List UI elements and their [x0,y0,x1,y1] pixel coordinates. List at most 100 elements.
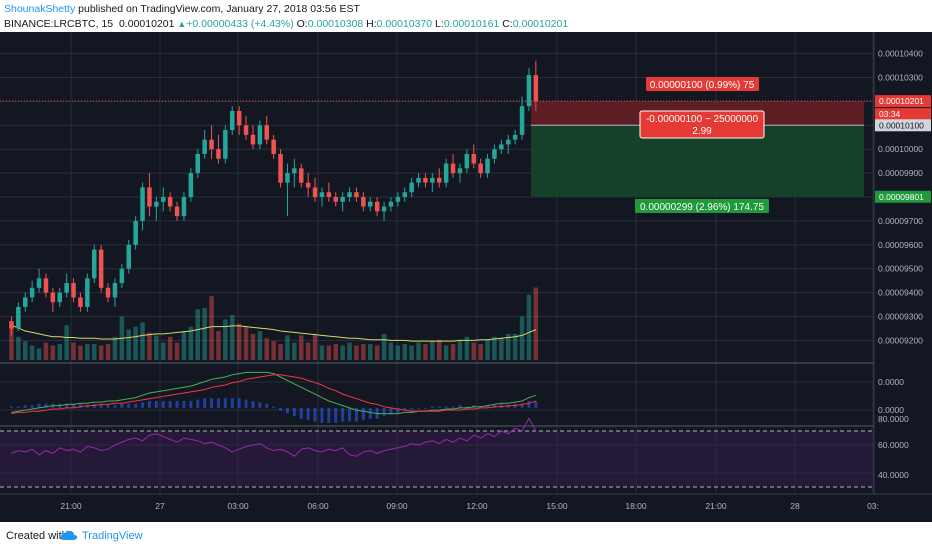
stop-label: 0.00000299 (2.96%) 174.75 [635,199,769,213]
volume-bar [161,342,166,360]
volume-bars [9,287,539,360]
macd-histogram-bar [120,403,124,408]
target-label-text: 0.00000100 (0.99%) 75 [650,80,755,91]
price-change: +0.00000433 (+4.43%) [186,18,294,30]
candle-body [347,192,352,197]
time-axis-label: 28 [790,501,800,511]
candle-body [71,283,76,298]
volume-bar [319,345,325,360]
countdown-tag-bg [875,108,931,121]
volume-bar [202,307,207,360]
volume-bar [250,333,256,360]
volume-bar [230,315,235,360]
author-link[interactable]: ShounakShetty [4,3,76,15]
volume-bar [257,331,263,360]
chart-canvas[interactable]: 0.00000100 (0.99%) 75 -0.00000100 ~ 2500… [0,32,932,522]
volume-bar [326,345,332,360]
candle-body [416,177,421,183]
volume-bar [292,342,297,360]
candle-body [29,287,35,298]
volume-bar [147,332,152,360]
macd-histogram-bar [189,401,193,408]
candle-body [492,149,497,159]
volume-bar [361,344,366,360]
price-axis-label: 0.00009400 [878,288,923,298]
time-axis-label: 21:00 [705,501,727,511]
time-axis[interactable] [0,494,932,522]
candle-body [126,244,131,269]
candle-body [23,297,28,307]
stop-price-tag-bg [875,190,931,203]
stop-price-tag-text: 0.00009801 [879,192,924,202]
price-axis-label: 0.00009500 [878,264,923,274]
macd-histogram-bar [168,401,172,408]
price-tags: 0.00010201 03:340.00010100 0.00009801 [875,95,931,203]
time-axis-label: 09:00 [386,501,408,511]
candle-body [512,134,518,140]
time-axis-labels: 21:00 27 03:00 06:00 09:00 12:00 15:00 18:00 21:… [60,501,879,511]
candle-body [305,182,311,188]
macd-histogram-bar [216,398,220,408]
volume-bar [450,344,456,360]
volume-bar [278,344,283,360]
candle-body [119,268,125,284]
macd-histogram-bar [230,398,234,408]
volume-bar [181,331,187,360]
macd-histogram-bar [99,405,103,408]
high-label: H: [366,18,377,30]
macd-histogram-bar [334,407,338,423]
macd-histogram [9,398,538,423]
candle-body [209,139,214,150]
volume-bar [16,336,21,360]
macd-histogram-bar [361,407,365,421]
candle-body [250,134,256,145]
candle-body [57,292,62,303]
countdown-tag: 03:34 [875,108,931,121]
up-arrow-icon: ▲ [177,19,187,29]
candle-body [92,249,97,279]
volume-bar [23,341,28,360]
rsi-axis-label: 40.0000 [878,470,909,480]
macd-histogram-bar [9,406,13,408]
candle-body [36,278,42,288]
volume-bar [312,333,318,360]
macd-histogram-bar [258,402,262,408]
volume-bar [533,287,539,360]
candle-body [264,125,269,140]
candle-body [478,163,483,174]
time-axis-label: 21:00 [60,501,82,511]
volume-bar [506,333,511,360]
symbol-label[interactable]: BINANCE:LRCBTC, 15 [4,18,114,30]
current-price-tag-bg [875,95,931,108]
macd-histogram-bar [44,403,48,408]
tradingview-brand[interactable]: TradingView [82,530,143,542]
countdown-tag-text: 03:34 [879,109,901,119]
symbol-line: BINANCE:LRCBTC, 15 0.00010201 ▲+0.000004… [4,18,568,30]
volume-bar [236,323,242,360]
volume-bar [223,319,228,360]
candle-body [112,283,118,298]
candle-body [292,168,297,174]
macd-histogram-bar [223,398,227,408]
time-axis-label: 03:00 [227,501,249,511]
volume-bar [374,345,380,360]
volume-bar [126,329,131,360]
volume-bar [195,309,200,360]
volume-bar [85,344,90,360]
volume-bar [71,342,76,360]
volume-bar [112,336,118,360]
open-label: O: [296,18,308,30]
macd-histogram-bar [458,405,462,408]
rsi-axis-label: 60.0000 [878,440,909,450]
macd-axis-label: 0.0000 [878,405,904,415]
time-axis-label: 27 [155,501,165,511]
stop-price-tag: 0.00009801 [875,190,931,203]
candle-body [161,197,166,202]
volume-bar [388,342,394,360]
volume-bar [36,348,42,360]
candle-body [402,192,407,197]
chart-header: ShounakShetty published on TradingView.c… [0,0,932,32]
footer: Created with TradingView [0,522,932,550]
volume-bar [354,345,359,360]
time-axis-label: 12:00 [466,501,488,511]
